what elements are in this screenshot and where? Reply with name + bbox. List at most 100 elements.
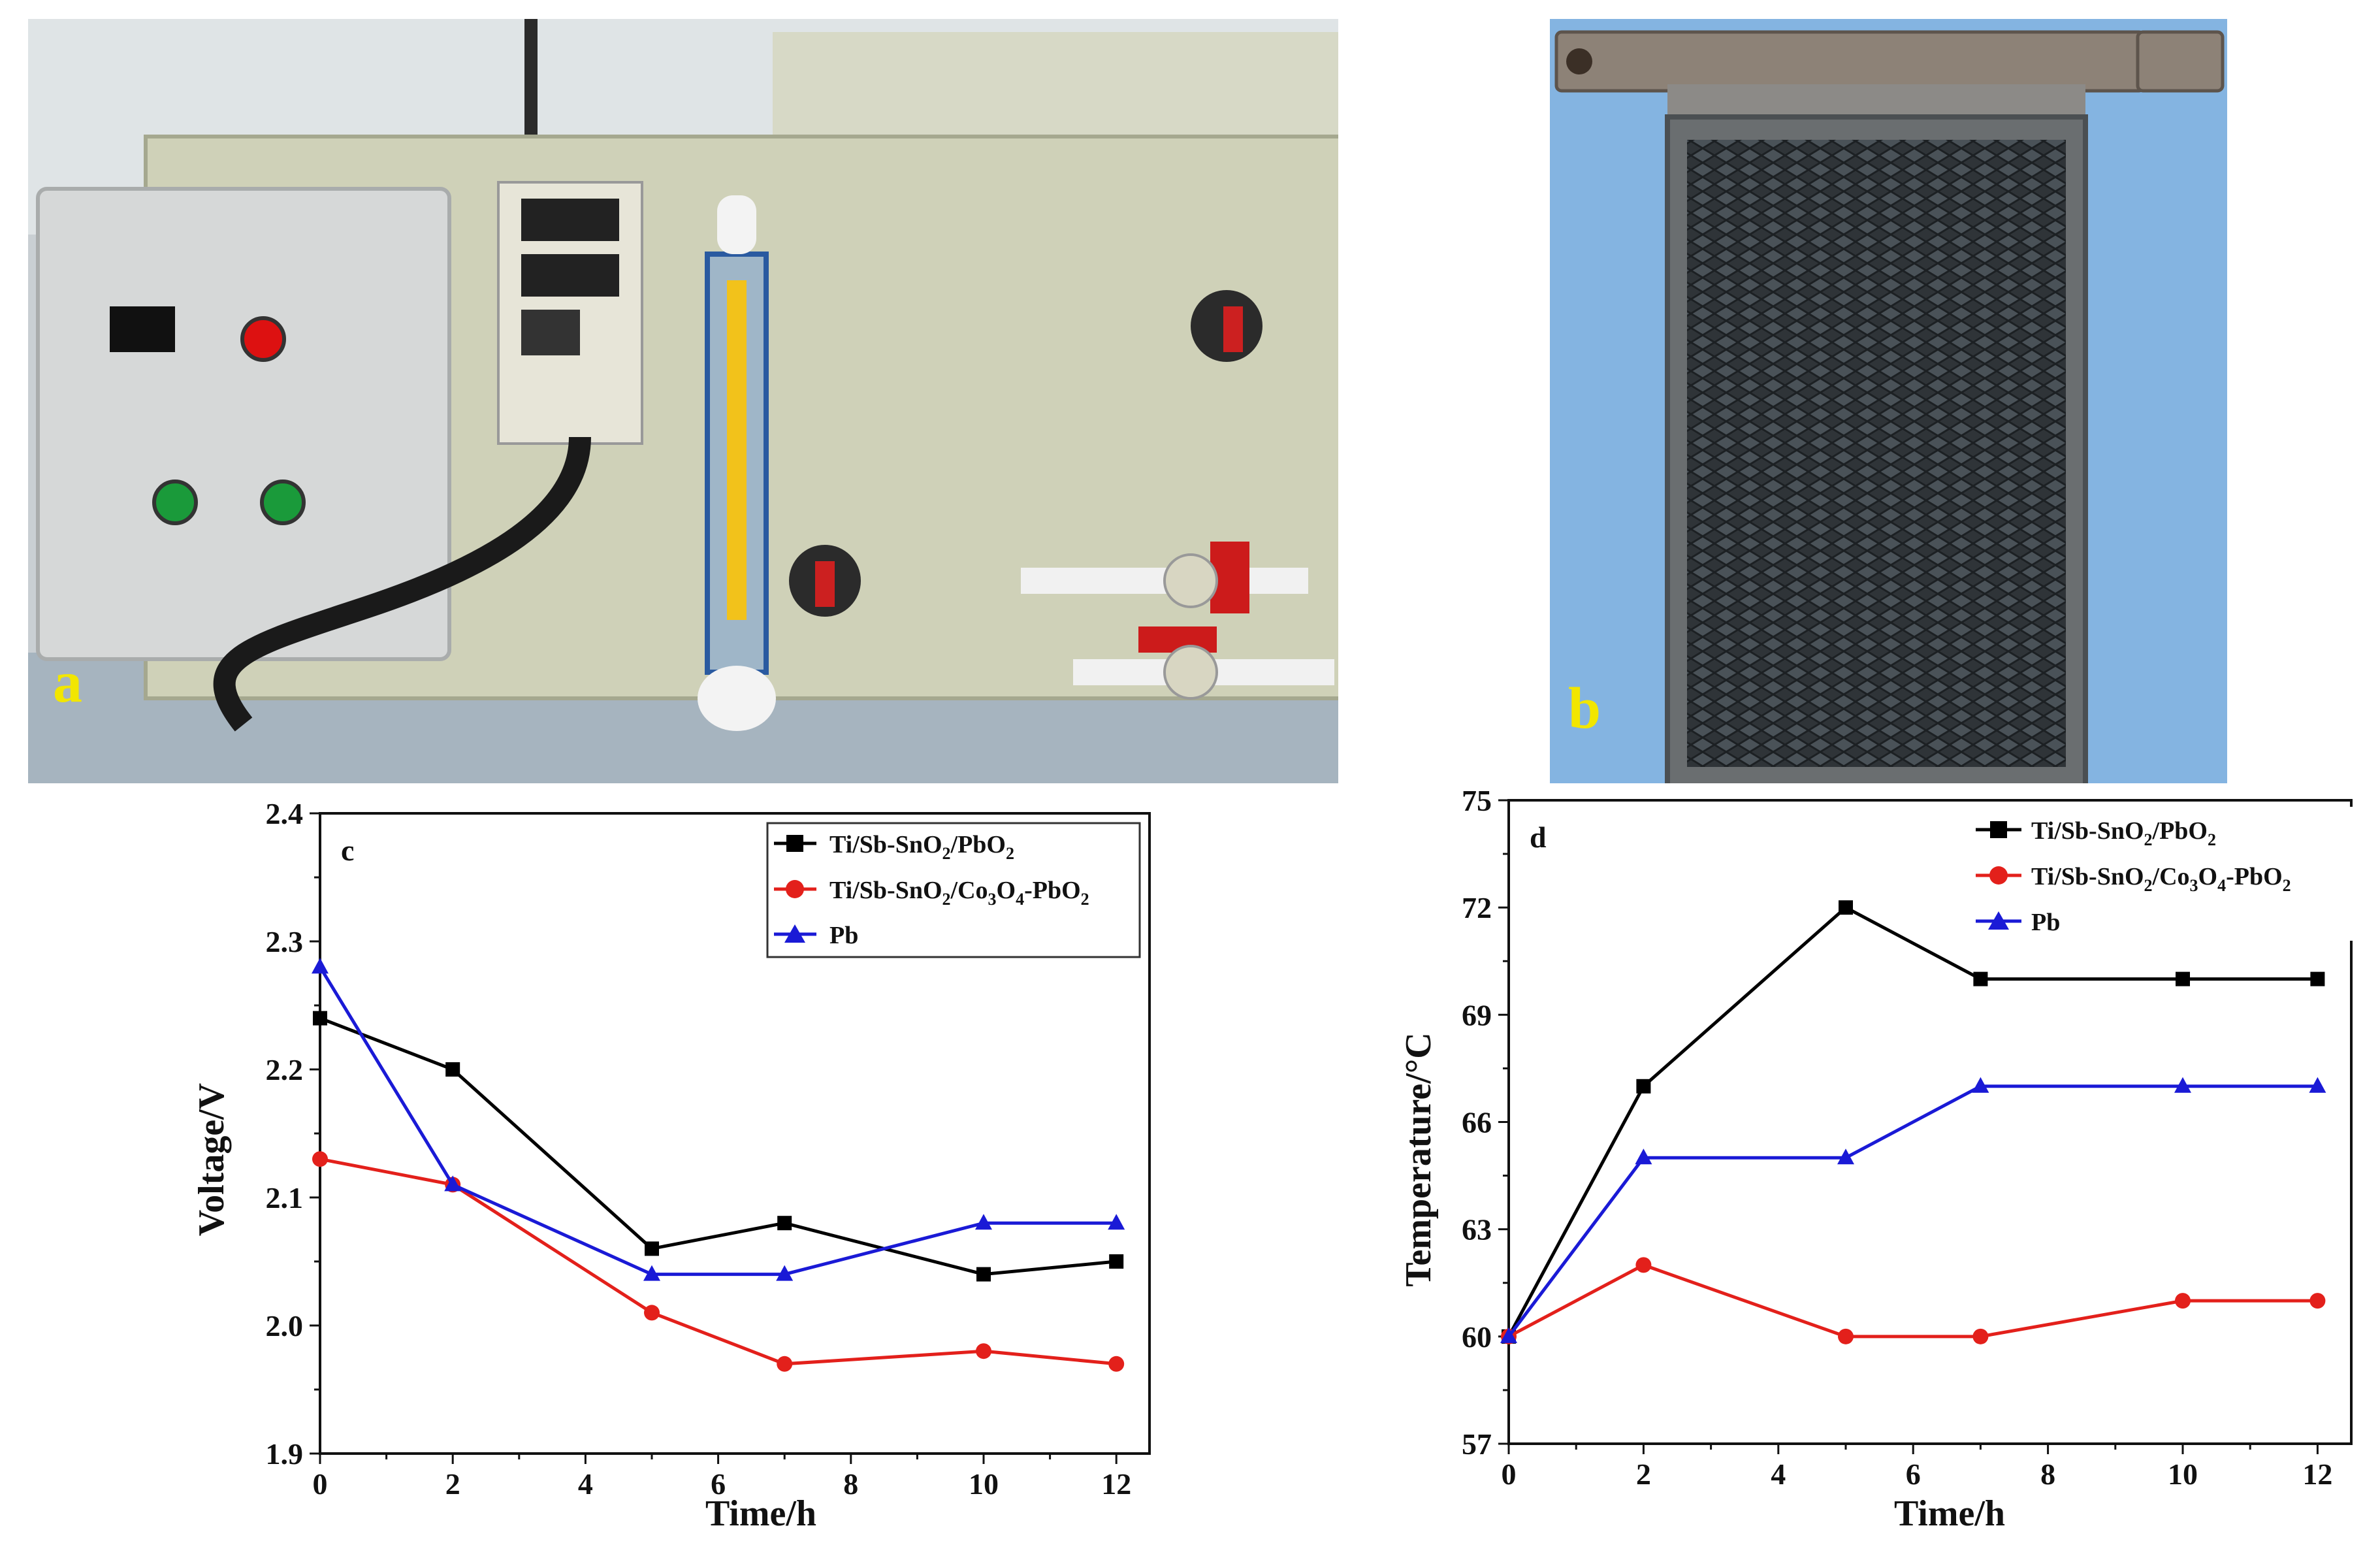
x-tick-label: 0	[313, 1467, 328, 1501]
stop-button-photo	[240, 316, 286, 362]
chart-c-voltage: 0 2 4 6 8 10 12 1.9 2.0 2.1 2.2 2.3 2.4 c Time/h Vol…	[191, 797, 1151, 1534]
temperature-controller	[110, 306, 175, 352]
data-point	[777, 1216, 792, 1231]
data-point	[1635, 1148, 1652, 1165]
x-tick-label: 8	[843, 1467, 858, 1501]
x-tick-label: 4	[1771, 1457, 1786, 1491]
x-tick-label: 6	[1906, 1457, 1921, 1491]
legend-label-2: Ti/Sb-SnO2/Co3O4-PbO2	[2031, 863, 2291, 895]
electrode-bar	[1554, 30, 2146, 93]
data-point	[2309, 1077, 2326, 1093]
legend-marker-circle	[786, 880, 804, 898]
legend-marker-circle	[1989, 866, 2008, 885]
electrode-mesh	[1687, 140, 2066, 767]
data-point	[776, 1265, 794, 1281]
x-tick-label: 12	[2302, 1457, 2332, 1491]
series-line	[319, 1016, 1117, 1277]
data-point	[2309, 1293, 2326, 1309]
y-tick-label: 60	[1462, 1320, 1492, 1354]
data-point	[2310, 971, 2325, 986]
start-button-photo-1	[152, 480, 198, 525]
y-tick-label: 63	[1462, 1213, 1492, 1246]
data-point	[645, 1241, 659, 1256]
legend-label-3: Pb	[2031, 909, 2060, 936]
legend-label-3: Pb	[829, 922, 858, 949]
x-tick-label: 6	[711, 1467, 726, 1501]
x-tick-label: 2	[1636, 1457, 1651, 1491]
legend-marker-triangle	[784, 924, 805, 943]
data-point	[1108, 1356, 1125, 1372]
data-point	[975, 1214, 992, 1230]
series-line	[1507, 905, 2318, 1338]
legend: Ti/Sb-SnO2/PbO2 Ti/Sb-SnO2/Co3O4-PbO2 Pb	[766, 822, 1141, 958]
data-point	[1838, 1328, 1854, 1344]
data-point	[644, 1305, 660, 1321]
x-tick-label: 10	[969, 1467, 999, 1501]
series-line	[1507, 1084, 2318, 1338]
y-tick-label: 2.2	[266, 1053, 304, 1086]
data-point	[1972, 1328, 1989, 1344]
y-tick-label: 57	[1462, 1427, 1492, 1461]
data-point	[1635, 1257, 1652, 1273]
panel-letter-b: b	[1568, 676, 1601, 741]
apparatus-illustration: a	[28, 19, 1338, 783]
data-point	[1973, 971, 1988, 986]
x-tick-label: 4	[578, 1467, 593, 1501]
data-point	[2175, 1293, 2191, 1309]
data-point	[1839, 900, 1853, 915]
upper-box	[773, 32, 1338, 143]
panel-letter-d: d	[1530, 821, 1547, 854]
photo-b-electrode: b	[1550, 19, 2227, 783]
y-tick-label: 69	[1462, 998, 1492, 1032]
y-tick-label: 1.9	[266, 1437, 304, 1471]
data-point	[1109, 1254, 1124, 1269]
chart-d-temperature: 0 2 4 6 8 10 12 57 60 63 66 69 72 75 d Time/h Tempera…	[1398, 784, 2355, 1534]
y-tick-label: 2.0	[266, 1309, 304, 1342]
legend-marker-square	[1990, 821, 2007, 838]
data-point	[2176, 971, 2190, 986]
series-line	[1507, 1263, 2318, 1339]
legend-label-2: Ti/Sb-SnO2/Co3O4-PbO2	[829, 877, 1089, 909]
legend-marker-square	[786, 835, 803, 852]
legend: Ti/Sb-SnO2/PbO2 Ti/Sb-SnO2/Co3O4-PbO2 Pb	[1969, 807, 2355, 941]
electrode-illustration: b	[1550, 19, 2227, 783]
x-axis-title: Time/h	[705, 1493, 816, 1534]
data-point	[777, 1356, 793, 1372]
data-point	[312, 958, 329, 974]
y-tick-label: 72	[1462, 891, 1492, 924]
x-tick-label: 2	[445, 1467, 460, 1501]
y-tick-label: 75	[1462, 784, 1492, 817]
x-tick-label: 12	[1101, 1467, 1131, 1501]
x-tick-label: 8	[2040, 1457, 2055, 1491]
x-tick-label: 0	[1502, 1457, 1517, 1491]
cable	[213, 436, 591, 732]
y-tick-label: 2.1	[266, 1181, 304, 1214]
legend-label-1: Ti/Sb-SnO2/PbO2	[829, 831, 1014, 863]
data-point	[444, 1175, 462, 1192]
y-tick-label: 2.4	[266, 797, 304, 830]
legend-label-1: Ti/Sb-SnO2/PbO2	[2031, 817, 2216, 849]
data-point	[1636, 1079, 1651, 1094]
data-point	[643, 1265, 660, 1281]
start-button-photo-2	[260, 480, 306, 525]
y-tick-label: 66	[1462, 1106, 1492, 1139]
data-point	[976, 1267, 991, 1282]
x-axis-title: Time/h	[1894, 1493, 2005, 1534]
y-tick-label: 2.3	[266, 925, 304, 958]
series-line	[318, 966, 1117, 1277]
legend-marker-triangle	[1988, 911, 2009, 930]
panel-letter-c: c	[341, 834, 354, 867]
data-point	[312, 1151, 328, 1167]
series-line	[319, 1157, 1117, 1366]
data-point	[1500, 1327, 1517, 1343]
y-axis-title: Voltage/V	[191, 1083, 232, 1236]
data-point	[1972, 1077, 1989, 1093]
photo-a-apparatus: a	[28, 19, 1338, 783]
data-point	[445, 1062, 460, 1077]
data-point	[976, 1343, 991, 1359]
data-point	[313, 1011, 327, 1026]
data-point	[2174, 1077, 2191, 1093]
data-point	[1837, 1148, 1854, 1165]
data-point	[1108, 1214, 1125, 1230]
panel-letter-a: a	[53, 650, 82, 715]
